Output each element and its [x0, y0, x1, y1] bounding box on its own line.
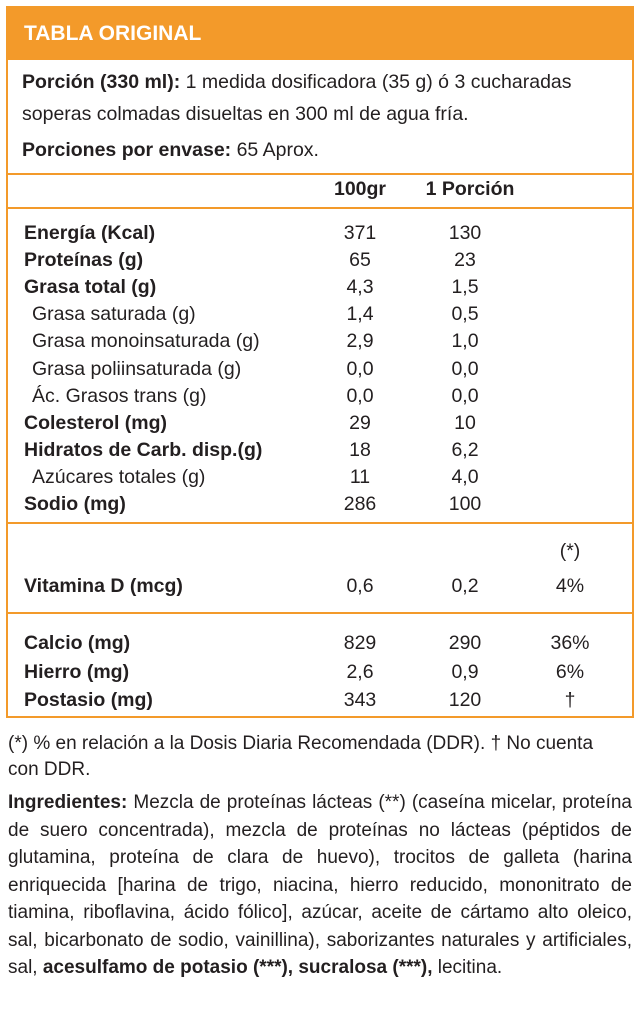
- nutrient-label: Energía (Kcal): [24, 222, 156, 244]
- nutrient-value-100g: 1,4: [346, 303, 374, 326]
- nutrient-label: Grasa total (g): [24, 276, 157, 299]
- mineral-daily-value: 36%: [550, 632, 590, 654]
- nutrient-value-100g: 4,3: [346, 276, 374, 299]
- servings-per-container-label: Porciones por envase:: [22, 139, 232, 161]
- nutrient-label: Colesterol (mg): [24, 411, 168, 434]
- column-header-portion: 1 Porción: [425, 178, 515, 200]
- mineral-daily-value: †: [564, 689, 576, 711]
- nutrient-value-portion: 10: [454, 411, 476, 434]
- mineral-daily-value: 6%: [555, 660, 585, 683]
- nutrient-value-100g: 0,0: [346, 384, 374, 407]
- table-title: TABLA ORIGINAL: [8, 8, 632, 60]
- mineral-value-100g: 2,6: [346, 660, 374, 683]
- daily-value-header: (*): [559, 540, 581, 562]
- mineral-value-portion: 120: [448, 689, 482, 711]
- nutrient-value-100g: 65: [349, 249, 371, 272]
- vitamin-d-dv: 4%: [555, 575, 585, 597]
- mineral-label: Calcio (mg): [24, 632, 131, 654]
- nutrient-label: Ác. Grasos trans (g): [32, 384, 207, 407]
- nutrient-value-portion: 6,2: [451, 438, 479, 461]
- footnote: (*) % en relación a la Dosis Diaria Reco…: [8, 731, 632, 783]
- nutrient-value-100g: 11: [349, 465, 371, 488]
- nutrient-label: Grasa poliinsaturada (g): [32, 357, 242, 380]
- ingredients-label: Ingredientes:: [8, 792, 128, 813]
- nutrient-value-100g: 2,9: [346, 330, 374, 353]
- nutrient-value-100g: 371: [343, 222, 377, 244]
- nutrient-label: Sodio (mg): [24, 493, 126, 515]
- serving-size-line1: Porción (330 ml): 1 medida dosificadora …: [22, 67, 572, 97]
- nutrient-value-portion: 1,0: [451, 330, 479, 353]
- column-header-100gr: 100gr: [333, 178, 387, 200]
- nutrient-value-100g: 286: [343, 493, 377, 515]
- divider: [8, 173, 632, 175]
- nutrient-value-portion: 0,5: [451, 303, 479, 326]
- mineral-value-portion: 0,9: [451, 660, 479, 683]
- serving-size-text: 1 medida dosificadora (35 g) ó 3 cuchara…: [180, 71, 572, 93]
- nutrient-value-100g: 18: [349, 438, 371, 461]
- divider: [8, 207, 632, 209]
- nutrient-label: Grasa monoinsaturada (g): [32, 330, 260, 353]
- nutrient-value-100g: 0,0: [346, 357, 374, 380]
- nutrient-label: Azúcares totales (g): [32, 465, 206, 488]
- nutrient-label: Proteínas (g): [24, 249, 144, 272]
- ingredients-end: lecitina.: [432, 957, 503, 978]
- nutrient-value-portion: 4,0: [451, 465, 479, 488]
- mineral-value-portion: 290: [448, 632, 482, 654]
- nutrient-label: Hidratos de Carb. disp.(g): [24, 438, 263, 461]
- servings-per-container: Porciones por envase: 65 Aprox.: [22, 135, 319, 165]
- ingredients-bold-text: acesulfamo de potasio (***), sucralosa (…: [42, 957, 433, 978]
- vitamin-d-portion: 0,2: [451, 575, 479, 597]
- nutrient-value-portion: 23: [454, 249, 476, 272]
- nutrient-label: Grasa saturada (g): [32, 303, 196, 326]
- mineral-value-100g: 829: [343, 632, 377, 654]
- nutrition-table: TABLA ORIGINAL Porción (330 ml): 1 medid…: [6, 6, 634, 718]
- mineral-label: Hierro (mg): [24, 660, 130, 683]
- divider: [8, 612, 632, 614]
- serving-size-line2: soperas colmadas disueltas en 300 ml de …: [22, 103, 469, 125]
- ingredients: Ingredientes: Mezcla de proteínas láctea…: [8, 789, 632, 982]
- divider: [8, 522, 632, 524]
- mineral-value-100g: 343: [343, 689, 377, 711]
- nutrient-value-100g: 29: [349, 411, 371, 434]
- footnote-line2: con DDR.: [8, 759, 91, 780]
- nutrient-value-portion: 1,5: [451, 276, 479, 299]
- nutrient-value-portion: 0,0: [451, 384, 479, 407]
- serving-size-label: Porción (330 ml):: [22, 71, 181, 93]
- ingredients-text: Mezcla de proteínas lácteas (**) (caseín…: [8, 792, 632, 978]
- servings-per-container-value: 65 Aprox.: [231, 139, 319, 161]
- mineral-label: Postasio (mg): [24, 689, 153, 711]
- vitamin-d-100g: 0,6: [346, 575, 374, 597]
- nutrient-value-portion: 100: [448, 493, 482, 515]
- footnote-line1: (*) % en relación a la Dosis Diaria Reco…: [8, 733, 594, 754]
- nutrient-value-portion: 130: [448, 222, 482, 244]
- nutrient-value-portion: 0,0: [451, 357, 479, 380]
- vitamin-d-label: Vitamina D (mcg): [24, 575, 183, 597]
